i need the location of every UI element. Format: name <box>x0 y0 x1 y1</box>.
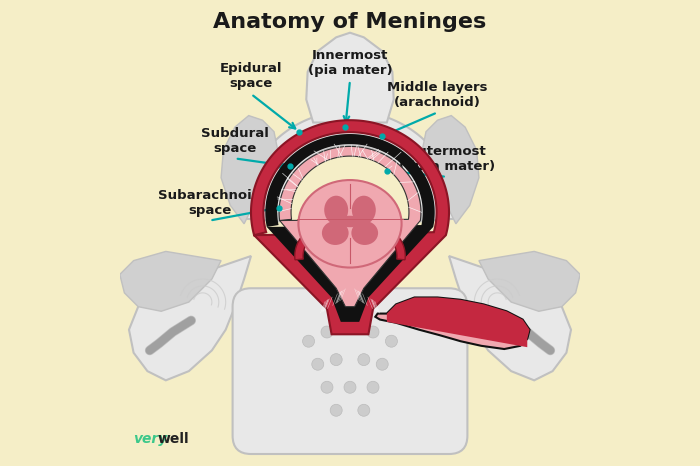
Circle shape <box>330 404 342 416</box>
Text: Anatomy of Meninges: Anatomy of Meninges <box>214 12 486 32</box>
Polygon shape <box>295 215 405 260</box>
Text: Epidural
space: Epidural space <box>220 62 282 90</box>
Polygon shape <box>479 252 580 311</box>
Polygon shape <box>421 116 479 224</box>
Text: Outermost
(dura mater): Outermost (dura mater) <box>398 145 495 173</box>
Ellipse shape <box>322 221 349 245</box>
Circle shape <box>386 335 398 347</box>
Text: very: very <box>133 432 167 445</box>
Circle shape <box>344 381 356 393</box>
Polygon shape <box>375 297 530 349</box>
Polygon shape <box>120 252 221 311</box>
Circle shape <box>321 381 333 393</box>
Circle shape <box>376 358 389 370</box>
Circle shape <box>330 354 342 366</box>
Ellipse shape <box>324 196 348 224</box>
Ellipse shape <box>298 180 402 267</box>
Polygon shape <box>244 111 456 221</box>
Text: Innermost
(pia mater): Innermost (pia mater) <box>308 48 392 76</box>
Polygon shape <box>129 256 251 380</box>
Ellipse shape <box>352 196 376 224</box>
FancyBboxPatch shape <box>232 288 468 454</box>
Circle shape <box>367 326 379 338</box>
Text: well: well <box>158 432 189 445</box>
Ellipse shape <box>351 221 378 245</box>
Polygon shape <box>449 256 571 380</box>
Circle shape <box>367 381 379 393</box>
Circle shape <box>302 335 314 347</box>
Text: Middle layers
(arachnoid): Middle layers (arachnoid) <box>387 81 488 109</box>
Polygon shape <box>265 134 435 322</box>
Polygon shape <box>387 297 530 347</box>
Polygon shape <box>251 120 449 334</box>
Circle shape <box>312 358 324 370</box>
Polygon shape <box>307 33 393 123</box>
Circle shape <box>358 354 370 366</box>
Ellipse shape <box>339 216 361 227</box>
Circle shape <box>358 404 370 416</box>
Polygon shape <box>279 146 421 307</box>
Circle shape <box>344 322 356 333</box>
Circle shape <box>321 326 333 338</box>
Text: Subdural
space: Subdural space <box>201 127 269 155</box>
Text: Subarachnoid
space: Subarachnoid space <box>158 189 261 217</box>
Polygon shape <box>221 116 279 224</box>
